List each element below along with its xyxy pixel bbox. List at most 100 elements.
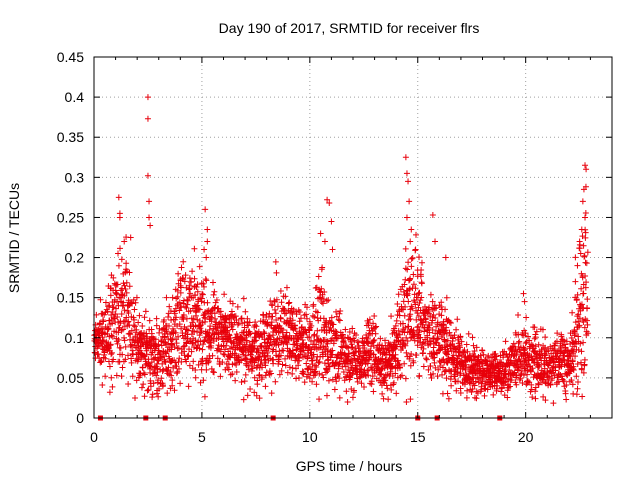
data-point: [115, 325, 122, 332]
data-point: [370, 320, 377, 327]
data-point: [406, 285, 413, 292]
data-point: [203, 254, 210, 261]
data-point: [127, 331, 134, 338]
data-point: [532, 395, 539, 402]
data-point: [574, 385, 581, 392]
data-point: [293, 365, 299, 372]
data-point: [168, 346, 175, 353]
data-point: [394, 374, 401, 381]
data-point: [557, 372, 564, 379]
data-point: [339, 331, 346, 338]
data-point: [461, 347, 468, 354]
data-point: [296, 309, 303, 316]
data-point: [175, 365, 182, 372]
data-point: [419, 319, 426, 326]
data-point: [526, 337, 533, 344]
data-point: [571, 330, 578, 337]
data-point: [119, 326, 126, 333]
data-point: [323, 297, 330, 304]
data-point: [480, 351, 487, 358]
data-point: [579, 198, 586, 205]
data-point: [169, 382, 176, 389]
data-point: [156, 385, 163, 392]
data-point: [123, 314, 130, 321]
data-point: [245, 366, 252, 373]
data-point: [201, 337, 208, 344]
data-point: [434, 336, 441, 343]
data-point: [357, 373, 364, 380]
data-point: [190, 358, 197, 365]
data-point: [406, 355, 413, 362]
data-point: [529, 365, 536, 372]
data-point: [392, 370, 399, 377]
data-point: [120, 302, 127, 309]
data-point: [368, 378, 375, 385]
data-point: [366, 354, 373, 361]
data-point: [317, 344, 324, 351]
data-point: [356, 344, 363, 351]
data-point: [192, 292, 199, 299]
data-point: [262, 372, 269, 379]
data-point: [210, 369, 217, 376]
data-point: [134, 338, 141, 345]
data-point: [524, 378, 531, 385]
data-point: [244, 392, 251, 399]
data-point: [369, 373, 376, 380]
data-point: [572, 353, 579, 360]
data-point: [105, 325, 112, 332]
x-axis-label: GPS time / hours: [296, 458, 403, 474]
data-point: [582, 162, 589, 169]
data-point: [494, 382, 501, 389]
data-point: [479, 377, 486, 384]
data-point: [338, 343, 345, 350]
data-point: [438, 299, 445, 306]
data-point: [562, 390, 569, 397]
data-point: [165, 322, 172, 329]
data-point: [119, 351, 126, 358]
data-point: [456, 344, 463, 351]
data-point: [313, 364, 320, 371]
data-point: [189, 319, 196, 326]
data-point: [214, 355, 221, 362]
data-point: [109, 383, 116, 390]
data-point: [175, 333, 182, 340]
data-point: [312, 368, 319, 375]
data-point: [150, 380, 157, 387]
data-point: [142, 308, 149, 315]
data-point: [117, 245, 124, 252]
data-point: [257, 361, 264, 368]
data-point: [380, 395, 387, 402]
data-point: [145, 386, 152, 393]
data-point: [348, 341, 355, 348]
data-point: [457, 370, 464, 377]
data-point: [321, 360, 328, 367]
x-tick-label: 5: [198, 429, 206, 445]
data-point: [377, 335, 384, 342]
data-point: [379, 390, 386, 397]
data-point: [176, 321, 183, 328]
data-point: [123, 260, 130, 267]
data-point: [434, 373, 441, 380]
data-point: [327, 354, 334, 361]
data-point: [445, 355, 452, 362]
data-point: [401, 329, 408, 336]
data-point: [323, 323, 330, 330]
data-point: [183, 358, 190, 365]
data-point: [161, 316, 168, 323]
data-point: [406, 198, 413, 205]
data-point: [576, 322, 583, 329]
data-point: [402, 375, 409, 382]
data-point: [188, 278, 195, 285]
data-point: [341, 377, 348, 384]
data-point: [125, 318, 132, 325]
data-point: [484, 386, 491, 393]
data-point: [268, 370, 275, 377]
data-point: [217, 348, 224, 355]
data-point: [186, 275, 193, 282]
data-point: [144, 115, 151, 122]
data-point: [581, 253, 588, 260]
data-point: [355, 339, 362, 346]
data-point: [580, 369, 587, 376]
data-point: [247, 386, 254, 393]
data-point: [319, 264, 326, 271]
